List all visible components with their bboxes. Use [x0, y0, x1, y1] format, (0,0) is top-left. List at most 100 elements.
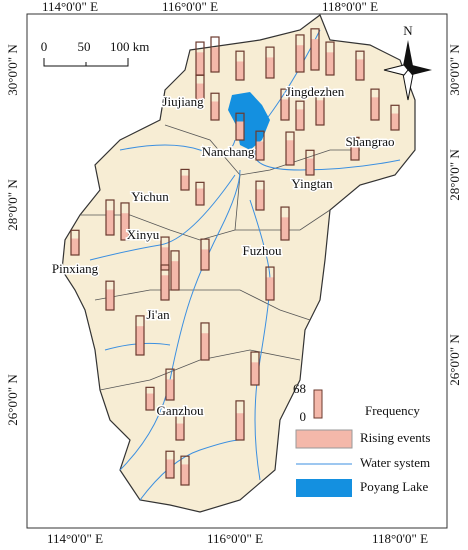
rising-bar	[106, 210, 114, 235]
rising-bar	[161, 247, 169, 270]
rising-bar	[256, 189, 264, 210]
frequency-bar	[325, 41, 335, 76]
rising-bar	[306, 158, 314, 175]
rising-bar	[176, 423, 184, 440]
frequency-bar	[145, 386, 155, 411]
legend-max: 68	[293, 381, 306, 396]
lat-label: 26°0'0" N	[5, 374, 20, 426]
frequency-bar	[210, 92, 220, 121]
rising-bar	[266, 277, 274, 300]
frequency-bar	[355, 50, 365, 81]
frequency-bar	[265, 266, 275, 301]
frequency-bar	[160, 236, 170, 271]
frequency-bar	[255, 180, 265, 211]
lon-label: 118°0'0" E	[372, 531, 428, 546]
frequency-bar	[170, 250, 180, 291]
rising-bar	[236, 121, 244, 140]
frequency-bar	[175, 414, 185, 441]
rising-bar	[196, 52, 204, 75]
frequency-bar	[210, 36, 220, 73]
frequency-bar	[105, 280, 115, 311]
frequency-bar	[280, 206, 290, 241]
frequency-bar	[295, 34, 305, 73]
lon-label: 116°0'0" E	[207, 531, 263, 546]
frequency-bar	[165, 450, 175, 479]
city-label: Yingtan	[291, 176, 333, 191]
rising-bar	[266, 57, 274, 78]
rising-bar	[296, 45, 304, 72]
frequency-bar	[370, 88, 380, 121]
rising-bar	[181, 175, 189, 190]
frequency-bar	[200, 238, 210, 271]
legend-label: Water system	[360, 455, 430, 470]
rising-bar	[181, 464, 189, 485]
rising-bar	[326, 52, 334, 75]
frequency-bar	[315, 89, 325, 126]
scale-label: 100 km	[110, 39, 149, 54]
rising-bar	[201, 333, 209, 360]
frequency-bar	[235, 50, 245, 81]
rising-bar	[316, 100, 324, 125]
frequency-bar	[235, 400, 245, 441]
rising-bar	[296, 109, 304, 130]
rising-bar	[166, 459, 174, 478]
rising-bar	[356, 59, 364, 80]
rising-bar	[281, 99, 289, 120]
lat-label: 30°0'0" N	[5, 44, 20, 96]
rising-bar	[236, 61, 244, 80]
legend-label: Poyang Lake	[360, 479, 428, 494]
rising-bar	[201, 249, 209, 270]
rising-bar	[211, 101, 219, 120]
city-label: Ji'an	[146, 307, 170, 322]
rising-bar	[71, 238, 79, 255]
city-label: Fuzhou	[243, 243, 283, 258]
frequency-bar	[200, 322, 210, 361]
city-label: Nanchang	[202, 144, 255, 159]
city-label: Ganzhou	[157, 403, 204, 418]
frequency-bar	[195, 181, 205, 206]
frequency-bar	[305, 149, 315, 176]
frequency-bar	[195, 74, 205, 101]
frequency-bar	[310, 28, 320, 71]
scale-label: 50	[78, 39, 91, 54]
rising-bar	[161, 275, 169, 300]
frequency-bar	[160, 264, 170, 301]
legend-min: 0	[300, 409, 307, 424]
rising-bar	[136, 326, 144, 355]
frequency-bar	[235, 112, 245, 141]
rising-bar	[236, 413, 244, 440]
rising-bar	[311, 39, 319, 70]
legend-label: Frequency	[365, 403, 420, 418]
lon-label: 114°0'0" E	[47, 531, 103, 546]
legend-label: Rising events	[360, 430, 430, 445]
frequency-bar	[390, 104, 400, 131]
frequency-bar	[285, 131, 295, 166]
rising-bar	[281, 217, 289, 240]
frequency-bar	[265, 46, 275, 79]
frequency-bar	[280, 88, 290, 121]
city-label: Jiujiang	[162, 94, 204, 109]
city-label: Shangrao	[345, 134, 394, 149]
rising-bar	[166, 379, 174, 400]
rising-bar	[251, 362, 259, 385]
rising-bar	[256, 141, 264, 160]
rising-bar	[196, 188, 204, 205]
frequency-bar	[70, 229, 80, 256]
city-label: Yichun	[131, 189, 169, 204]
frequency-bar	[350, 136, 360, 161]
frequency-bar	[165, 368, 175, 401]
legend	[295, 429, 353, 497]
lat-label: 30°0'0" N	[447, 44, 462, 96]
north-label: N	[403, 23, 413, 38]
rising-bar	[351, 145, 359, 160]
rising-bar	[106, 289, 114, 310]
frequency-bar	[135, 315, 145, 356]
lon-label: 114°0'0" E	[42, 0, 98, 14]
city-label: Jingdezhen	[286, 84, 345, 99]
rising-bar	[121, 213, 129, 240]
city-label: Pinxiang	[52, 261, 99, 276]
north-arrow	[383, 40, 432, 101]
lon-label: 118°0'0" E	[322, 0, 378, 14]
frequency-bar	[255, 130, 265, 161]
